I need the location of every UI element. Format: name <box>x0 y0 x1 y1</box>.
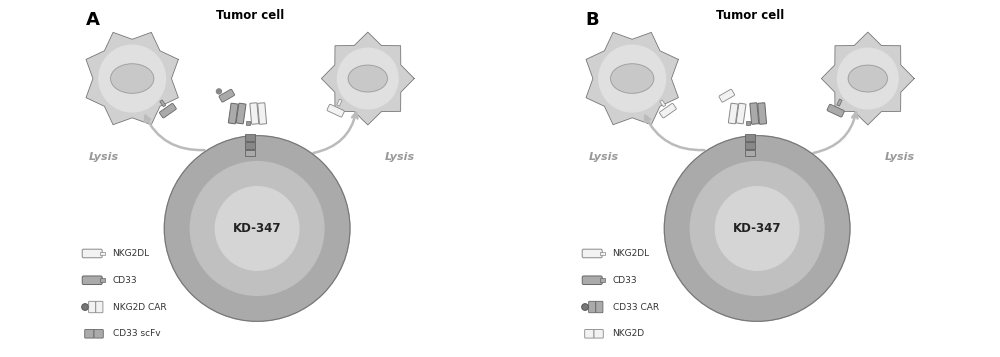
Text: A: A <box>86 11 100 29</box>
FancyBboxPatch shape <box>750 103 759 124</box>
Circle shape <box>837 48 898 109</box>
Text: NKG2DL: NKG2DL <box>613 249 650 258</box>
FancyBboxPatch shape <box>85 330 94 338</box>
Ellipse shape <box>111 64 154 93</box>
FancyBboxPatch shape <box>327 104 344 117</box>
FancyBboxPatch shape <box>82 276 102 285</box>
Text: Lysis: Lysis <box>89 152 119 162</box>
FancyBboxPatch shape <box>82 249 102 258</box>
Circle shape <box>582 304 588 310</box>
Circle shape <box>690 162 824 295</box>
Text: NKG2DL: NKG2DL <box>113 249 150 258</box>
Text: CD33: CD33 <box>613 276 637 285</box>
FancyBboxPatch shape <box>589 301 596 313</box>
FancyBboxPatch shape <box>236 103 246 124</box>
Polygon shape <box>86 32 178 125</box>
Bar <box>660 100 666 107</box>
Circle shape <box>599 45 666 112</box>
Bar <box>245 142 255 149</box>
Circle shape <box>164 136 350 321</box>
Bar <box>745 150 755 156</box>
Circle shape <box>664 136 850 321</box>
FancyBboxPatch shape <box>659 104 676 118</box>
Bar <box>337 99 342 106</box>
Text: NKG2D CAR: NKG2D CAR <box>113 302 166 312</box>
Circle shape <box>216 89 221 94</box>
Circle shape <box>99 45 166 112</box>
FancyBboxPatch shape <box>96 301 103 313</box>
FancyBboxPatch shape <box>827 104 844 117</box>
Text: KD-347: KD-347 <box>233 222 281 235</box>
Text: Lysis: Lysis <box>385 152 415 162</box>
Ellipse shape <box>348 65 387 92</box>
Circle shape <box>715 187 799 270</box>
Text: Lysis: Lysis <box>589 152 619 162</box>
Text: CD33 CAR: CD33 CAR <box>613 302 659 312</box>
FancyBboxPatch shape <box>258 103 267 124</box>
Bar <box>245 150 255 156</box>
Text: KD-347: KD-347 <box>733 222 781 235</box>
FancyBboxPatch shape <box>219 89 235 102</box>
FancyBboxPatch shape <box>159 104 176 118</box>
Bar <box>745 142 755 149</box>
Text: NKG2D: NKG2D <box>613 329 645 338</box>
FancyBboxPatch shape <box>728 103 738 124</box>
FancyBboxPatch shape <box>250 103 259 124</box>
Bar <box>100 252 105 255</box>
Bar <box>837 99 842 106</box>
Bar <box>245 134 255 141</box>
Circle shape <box>215 187 299 270</box>
FancyBboxPatch shape <box>228 103 238 124</box>
Bar <box>600 278 605 282</box>
Bar <box>246 121 250 125</box>
Text: Tumor cell: Tumor cell <box>716 9 784 22</box>
FancyBboxPatch shape <box>582 249 602 258</box>
Bar <box>600 252 605 255</box>
FancyBboxPatch shape <box>585 330 594 338</box>
Circle shape <box>337 48 398 109</box>
FancyBboxPatch shape <box>594 330 603 338</box>
FancyBboxPatch shape <box>89 301 96 313</box>
Bar <box>160 100 166 107</box>
Bar <box>100 278 105 282</box>
FancyBboxPatch shape <box>94 330 103 338</box>
Polygon shape <box>586 32 678 125</box>
FancyBboxPatch shape <box>736 103 746 124</box>
Circle shape <box>82 304 88 310</box>
FancyBboxPatch shape <box>582 276 602 285</box>
Bar <box>745 134 755 141</box>
Polygon shape <box>321 32 414 125</box>
Text: CD33: CD33 <box>113 276 137 285</box>
Ellipse shape <box>611 64 654 93</box>
Text: B: B <box>586 11 599 29</box>
Polygon shape <box>821 32 914 125</box>
Bar <box>746 121 750 125</box>
Ellipse shape <box>848 65 887 92</box>
FancyBboxPatch shape <box>596 301 603 313</box>
Text: Lysis: Lysis <box>885 152 915 162</box>
Circle shape <box>190 162 324 295</box>
FancyBboxPatch shape <box>758 103 767 124</box>
Text: CD33 scFv: CD33 scFv <box>113 329 160 338</box>
FancyBboxPatch shape <box>719 89 735 102</box>
Text: Tumor cell: Tumor cell <box>216 9 284 22</box>
